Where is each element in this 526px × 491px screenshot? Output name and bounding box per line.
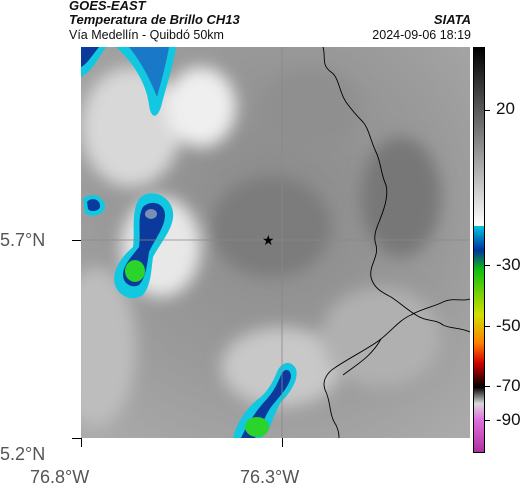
cb-tick-m70 (485, 386, 490, 387)
x-tick-mark-763 (282, 438, 283, 447)
cold-cloud-top-north (81, 47, 176, 116)
x-tick-label-768: 76.8°W (30, 467, 90, 487)
department-border-south (323, 298, 470, 438)
agency-label: SIATA (433, 12, 471, 27)
star-icon: ★ (262, 233, 275, 249)
colorbar-gradient (474, 48, 484, 452)
colorbar-label-m30: -30 (496, 255, 521, 274)
x-tick-label-763: 76.3°W (240, 467, 300, 487)
colorbar-label-20: 20 (496, 99, 515, 118)
map-canvas: ★ (81, 47, 470, 438)
cb-tick-m50 (485, 326, 490, 327)
department-border-spur (342, 338, 382, 376)
temperature-colorbar (473, 47, 485, 453)
product-title: Temperatura de Brillo CH13 (69, 12, 240, 27)
colorbar-label-m70: -70 (496, 376, 521, 395)
cold-cloud-top-west (83, 193, 174, 299)
x-tick-mark-768 (81, 438, 82, 447)
satellite-title: GOES-EAST (69, 0, 146, 13)
y-tick-label-52: 5.2°N (0, 444, 46, 464)
route-label: Vía Medellín - Quibdó 50km (69, 28, 224, 42)
colorbar-label-m90: -90 (496, 410, 521, 429)
colorbar-label-m50: -50 (496, 316, 521, 335)
department-border-east (322, 47, 470, 333)
datetime-label: 2024-09-06 18:19 (372, 28, 471, 42)
brightness-temperature-map: ★ (81, 47, 470, 438)
cb-tick-m30 (485, 265, 490, 266)
y-tick-label-57: 5.7°N (0, 230, 46, 250)
y-tick-mark-57 (72, 240, 81, 241)
cb-tick-m90 (485, 420, 490, 421)
cold-cloud-top-south (233, 362, 297, 438)
y-tick-mark-52 (72, 438, 81, 439)
cb-tick-20 (485, 110, 490, 111)
